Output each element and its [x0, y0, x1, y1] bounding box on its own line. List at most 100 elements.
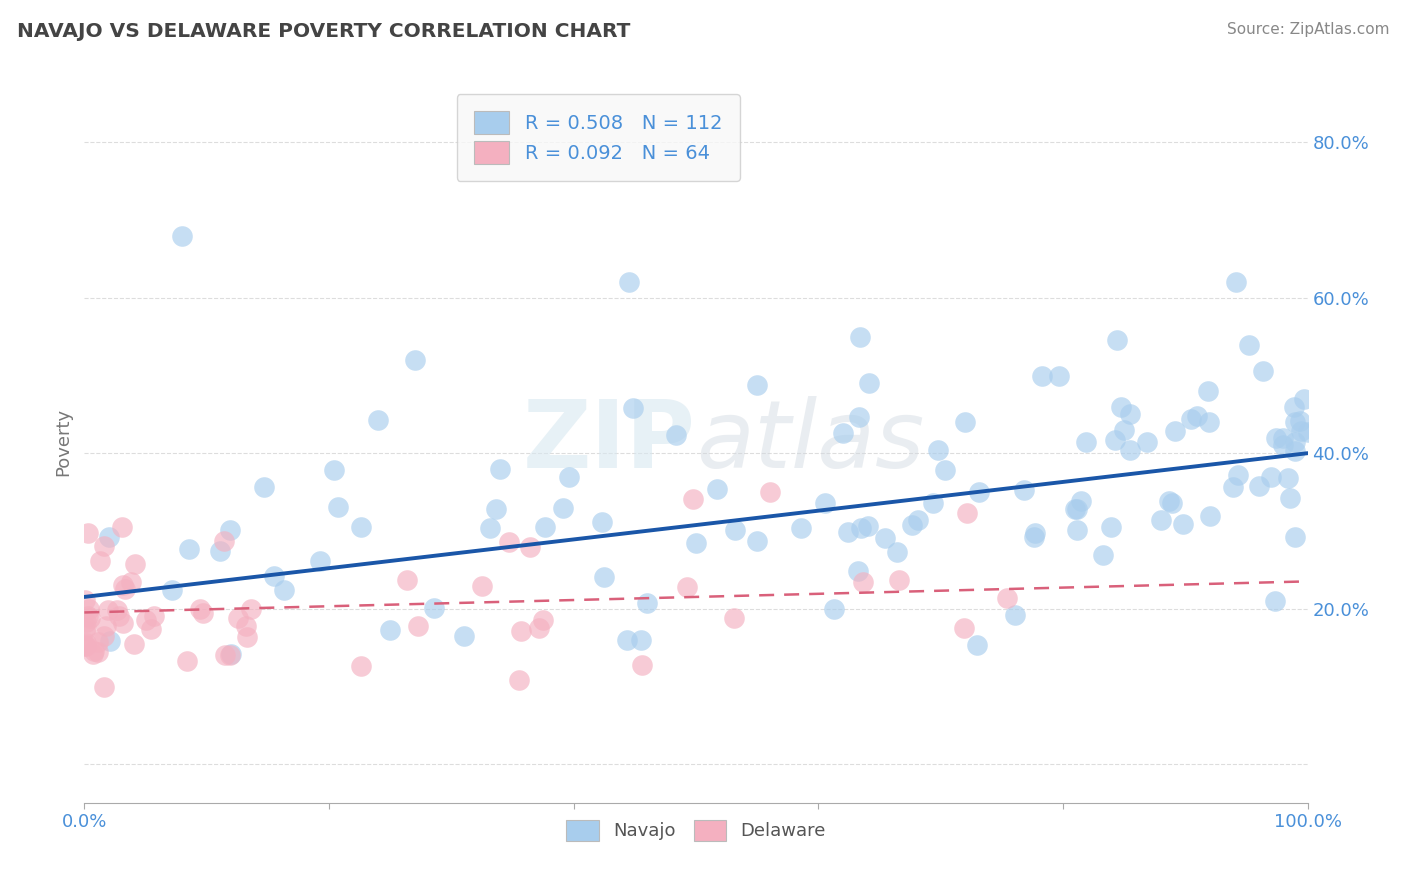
Point: [172, 228, 194, 243]
Point: [1150, 513, 1173, 527]
Point: [93, 540, 115, 554]
Point: [1237, 337, 1260, 351]
Point: [1292, 392, 1315, 406]
Point: [966, 638, 988, 652]
Point: [1119, 443, 1142, 458]
Point: [309, 554, 332, 568]
Point: [139, 623, 162, 637]
Point: [485, 501, 508, 516]
Point: [636, 596, 658, 610]
Point: [1264, 431, 1286, 445]
Point: [858, 376, 880, 390]
Point: [1022, 529, 1045, 543]
Point: [240, 602, 263, 616]
Point: [723, 611, 745, 625]
Point: [1014, 483, 1036, 498]
Point: [142, 609, 165, 624]
Point: [531, 613, 554, 627]
Point: [1277, 471, 1299, 485]
Point: [927, 442, 949, 457]
Point: [120, 574, 142, 589]
Point: [1092, 549, 1115, 563]
Point: [75, 615, 97, 629]
Point: [214, 648, 236, 663]
Text: atlas: atlas: [696, 396, 924, 487]
Point: [75, 639, 97, 653]
Point: [406, 619, 429, 633]
Point: [1109, 400, 1132, 414]
Point: [1070, 493, 1092, 508]
Point: [77, 609, 100, 624]
Point: [849, 329, 872, 343]
Point: [1157, 494, 1180, 508]
Point: [218, 648, 240, 662]
Point: [479, 521, 502, 535]
Point: [97, 602, 120, 616]
Point: [160, 582, 183, 597]
Point: [188, 602, 211, 616]
Point: [1173, 517, 1195, 532]
Point: [75, 635, 97, 649]
Point: [1136, 435, 1159, 450]
Point: [621, 401, 644, 415]
Point: [616, 632, 638, 647]
Point: [1161, 496, 1184, 510]
Point: [498, 534, 520, 549]
Point: [901, 518, 924, 533]
Point: [253, 480, 276, 494]
Text: NAVAJO VS DELAWARE POVERTY CORRELATION CHART: NAVAJO VS DELAWARE POVERTY CORRELATION C…: [17, 22, 630, 41]
Point: [886, 545, 908, 559]
Point: [1198, 416, 1220, 430]
Point: [591, 515, 613, 529]
Point: [77, 602, 100, 616]
Point: [1114, 423, 1136, 437]
Point: [263, 569, 285, 583]
Point: [1004, 607, 1026, 622]
Point: [1253, 363, 1275, 377]
Point: [685, 536, 707, 550]
Point: [551, 501, 574, 516]
Point: [105, 603, 128, 617]
Point: [404, 353, 426, 368]
Point: [995, 591, 1018, 606]
Point: [967, 485, 990, 500]
Point: [219, 647, 242, 661]
Point: [1047, 368, 1070, 383]
Y-axis label: Poverty: Poverty: [55, 408, 73, 475]
Point: [378, 623, 401, 637]
Point: [83, 644, 105, 658]
Point: [73, 593, 96, 607]
Point: [111, 615, 134, 630]
Point: [328, 500, 350, 514]
Point: [856, 518, 879, 533]
Point: [619, 275, 641, 289]
Point: [111, 520, 134, 534]
Point: [322, 463, 344, 477]
Point: [823, 601, 845, 615]
Text: Source: ZipAtlas.com: Source: ZipAtlas.com: [1226, 22, 1389, 37]
Point: [226, 611, 249, 625]
Point: [122, 637, 145, 651]
Text: ZIP: ZIP: [523, 395, 696, 488]
Point: [1118, 408, 1140, 422]
Point: [953, 621, 976, 635]
Point: [956, 506, 979, 520]
Point: [1247, 479, 1270, 493]
Point: [848, 409, 870, 424]
Point: [665, 428, 688, 442]
Point: [135, 613, 157, 627]
Point: [529, 620, 551, 634]
Point: [1272, 431, 1295, 445]
Point: [724, 523, 747, 537]
Point: [1104, 433, 1126, 447]
Point: [1222, 480, 1244, 494]
Point: [350, 520, 373, 534]
Point: [112, 578, 135, 592]
Point: [846, 564, 869, 578]
Point: [1296, 425, 1319, 440]
Point: [219, 523, 242, 537]
Point: [519, 540, 541, 554]
Point: [907, 513, 929, 527]
Point: [1024, 525, 1046, 540]
Point: [1284, 415, 1306, 429]
